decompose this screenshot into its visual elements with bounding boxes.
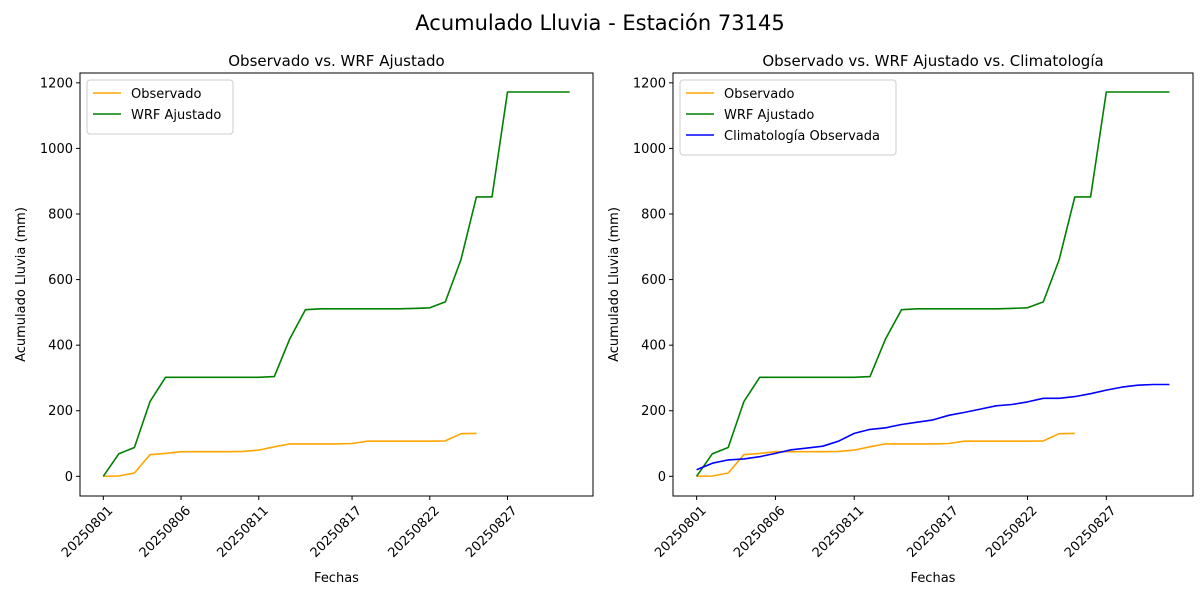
y-tick-label: 200 [641,404,666,419]
y-tick-label: 1000 [40,142,73,157]
series-line-clima [696,383,1170,471]
y-tick-label: 800 [48,208,73,223]
y-tick-label: 1000 [633,142,666,157]
x-axis-label: Fechas [314,571,359,586]
series-line-wrf [695,91,1170,477]
panels: Observado vs. WRF Ajustado 0 200 400 600 800 1… [14,52,1194,586]
series-line-observado [696,432,1075,478]
legend-box [679,79,897,156]
y-tick-label: 0 [65,470,73,485]
legend: Observado WRF Ajustado [86,79,234,135]
y-tick-label: 600 [641,273,666,288]
legend-label: WRF Ajustado [724,108,814,123]
y-tick-label: 1200 [633,76,666,91]
y-axis-label: Acumulado Lluvia (mm) [14,207,29,362]
y-tick-label: 200 [48,404,73,419]
legend-label: Climatología Observada [724,129,880,144]
y-tick-label: 400 [48,339,73,354]
y-tick-label: 600 [48,273,73,288]
series-line-wrf [102,91,570,477]
x-axis-label: Fechas [911,571,956,586]
legend-label: Observado [724,87,795,102]
figure-suptitle: Acumulado Lluvia - Estación 73145 [415,11,784,35]
chart-title: Observado vs. WRF Ajustado [228,52,444,70]
legend-label: Observado [131,87,202,102]
legend-box [86,79,234,135]
series-line-observado [103,432,477,478]
legend: Observado WRF Ajustado Climatología Observ… [679,79,897,156]
y-tick-label: 1200 [40,76,73,91]
y-tick-label: 400 [641,339,666,354]
y-tick-label: 800 [641,208,666,223]
y-tick-label: 0 [658,470,666,485]
chart-title: Observado vs. WRF Ajustado vs. Climatolo… [762,52,1103,70]
legend-label: WRF Ajustado [131,108,221,123]
y-axis-label: Acumulado Lluvia (mm) [607,207,622,362]
plot-area [79,72,594,497]
